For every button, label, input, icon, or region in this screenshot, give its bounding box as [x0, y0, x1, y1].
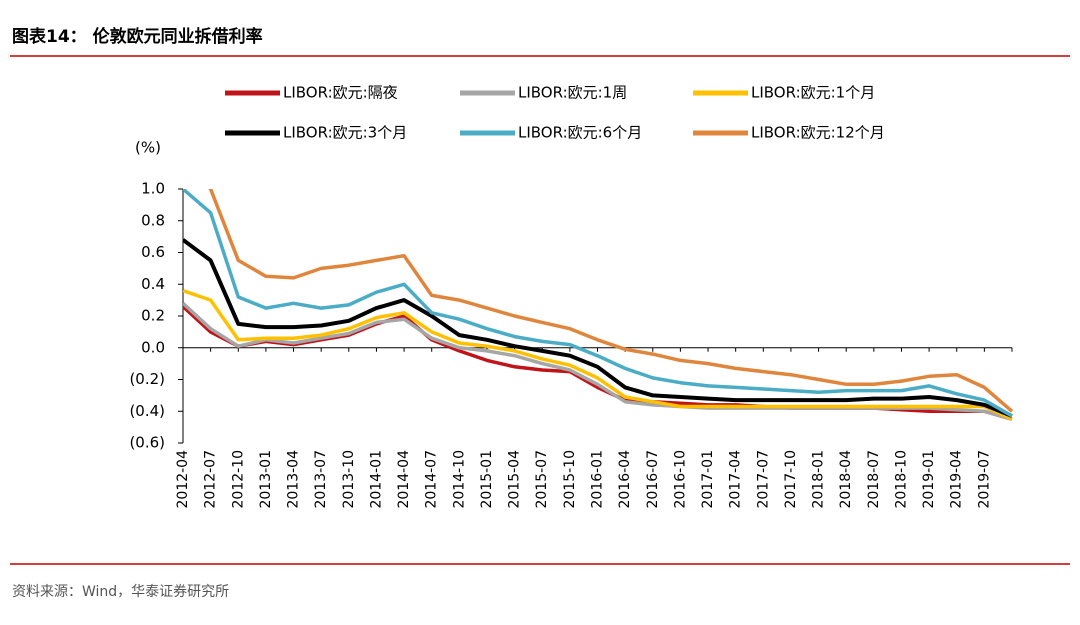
y-tick-label: 1.0: [141, 180, 165, 198]
y-tick-label: 0.6: [141, 243, 165, 261]
x-tick-label: 2018-01: [811, 450, 827, 509]
legend-label: LIBOR:欧元:3个月: [283, 124, 407, 142]
x-tick-label: 2013-01: [258, 450, 274, 509]
x-tick-label: 2015-01: [479, 450, 495, 509]
y-tick-label: (0.2): [129, 370, 165, 388]
series-line: [183, 305, 1013, 421]
legend-label: LIBOR:欧元:12个月: [751, 124, 885, 142]
x-tick-label: 2016-04: [617, 450, 633, 509]
series-line: [183, 238, 1013, 418]
series-line: [208, 189, 1014, 413]
chart-title: 图表14： 伦敦欧元同业拆借利率: [12, 26, 263, 47]
plot-area: [183, 189, 1014, 421]
legend-label: LIBOR:欧元:1个月: [751, 84, 875, 102]
x-tick-label: 2017-10: [783, 450, 799, 509]
x-tick-label: 2014-07: [424, 450, 440, 509]
x-tick-label: 2018-04: [838, 450, 854, 509]
x-tick-label: 2014-01: [368, 450, 384, 509]
series-line: [183, 288, 1013, 421]
x-tick-label: 2017-04: [728, 450, 744, 509]
y-tick-label: 0.8: [141, 211, 165, 229]
x-tick-label: 2012-04: [175, 450, 191, 509]
x-tick-label: 2017-01: [700, 450, 716, 509]
y-tick-label: 0.0: [141, 338, 165, 356]
x-tick-label: 2014-10: [451, 450, 467, 509]
x-tick-label: 2013-10: [341, 450, 357, 509]
y-tick-label: 0.2: [141, 307, 165, 325]
legend-label: LIBOR:欧元:隔夜: [283, 84, 398, 102]
x-tick-label: 2019-04: [949, 450, 965, 509]
x-tick-label: 2019-07: [976, 450, 992, 509]
series-line: [183, 189, 1013, 418]
y-tick-label: (0.6): [129, 434, 165, 452]
y-tick-label: 0.4: [141, 275, 165, 293]
legend-label: LIBOR:欧元:6个月: [518, 124, 642, 142]
x-tick-label: 2015-07: [534, 450, 550, 509]
y-tick-label: (0.4): [129, 402, 165, 420]
x-tick-label: 2018-07: [866, 450, 882, 509]
x-tick-label: 2019-01: [921, 450, 937, 509]
x-tick-label: 2018-10: [893, 450, 909, 509]
legend-label: LIBOR:欧元:1周: [518, 84, 627, 102]
x-tick-label: 2012-10: [230, 450, 246, 509]
x-tick-label: 2016-07: [645, 450, 661, 509]
x-tick-label: 2015-04: [507, 450, 523, 509]
x-tick-label: 2014-04: [396, 450, 412, 509]
x-tick-label: 2013-04: [286, 450, 302, 509]
x-tick-label: 2015-10: [562, 450, 578, 509]
y-axis-label: (%): [135, 139, 161, 157]
source: 资料来源：Wind，华泰证券研究所: [12, 584, 229, 600]
x-tick-label: 2017-07: [755, 450, 771, 509]
x-tick-label: 2013-07: [313, 450, 329, 509]
x-tick-label: 2016-10: [672, 450, 688, 509]
x-tick-label: 2012-07: [203, 450, 219, 509]
x-tick-label: 2016-01: [590, 450, 606, 509]
series-line: [183, 302, 1013, 421]
